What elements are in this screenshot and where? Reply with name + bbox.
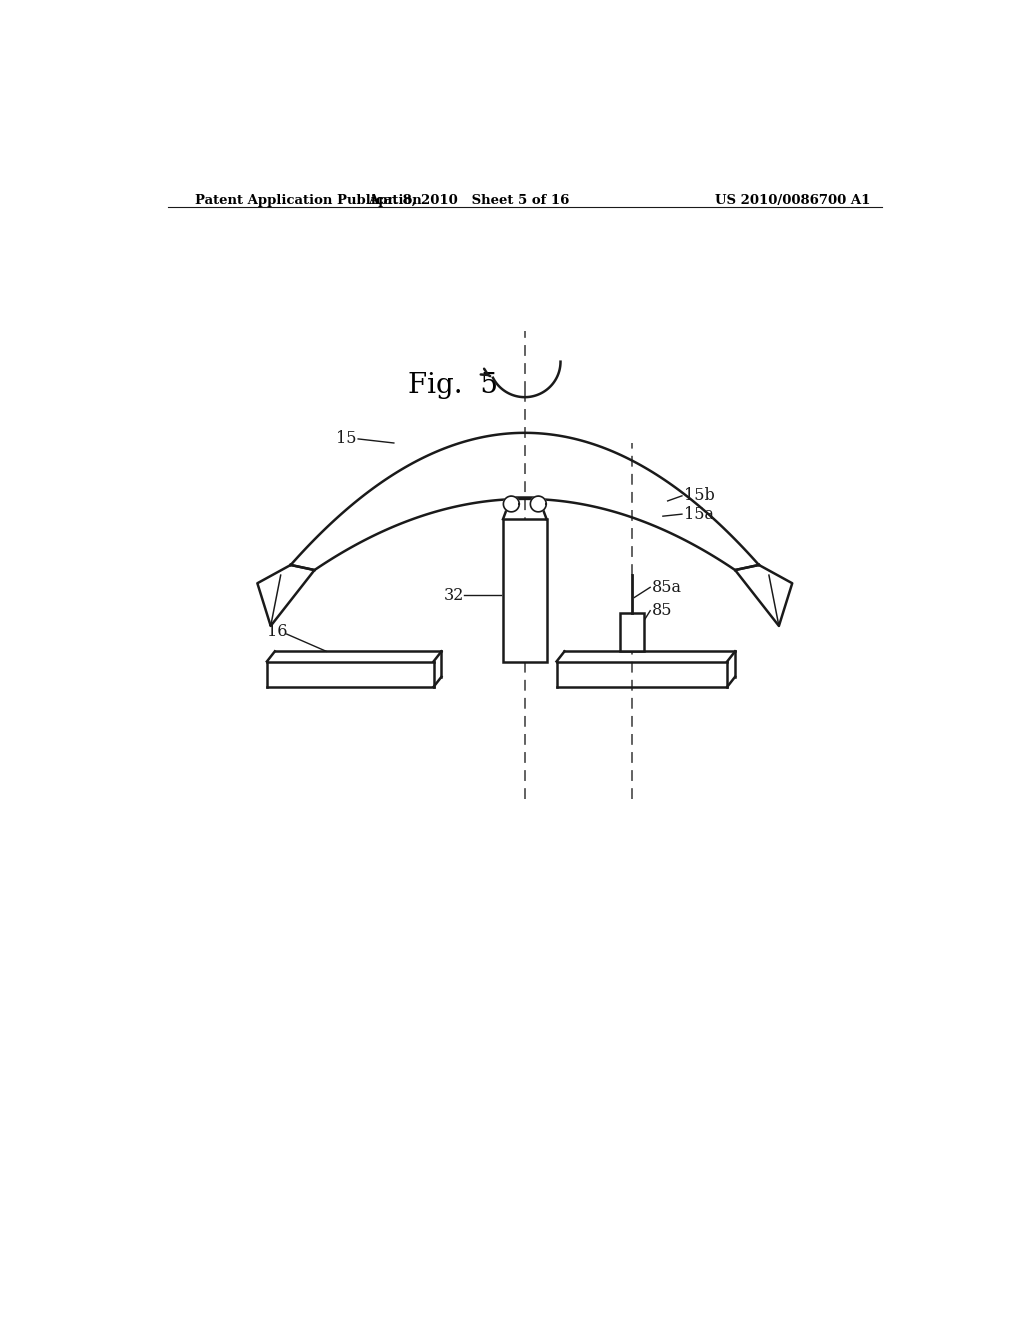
Bar [620,612,644,651]
Text: Apr. 8, 2010   Sheet 5 of 16: Apr. 8, 2010 Sheet 5 of 16 [369,194,570,207]
Text: Fig.  5: Fig. 5 [409,372,499,399]
Polygon shape [504,496,519,512]
Bar [503,519,547,661]
Text: 16: 16 [267,623,288,639]
Text: 85a: 85a [652,579,682,595]
Text: 15a: 15a [684,506,714,523]
Text: 32: 32 [443,587,464,605]
Polygon shape [530,496,546,512]
Text: 15b: 15b [684,487,715,504]
Text: 15: 15 [336,430,356,447]
Text: 85: 85 [652,602,673,619]
Text: Patent Application Publication: Patent Application Publication [196,194,422,207]
Text: US 2010/0086700 A1: US 2010/0086700 A1 [715,194,870,207]
